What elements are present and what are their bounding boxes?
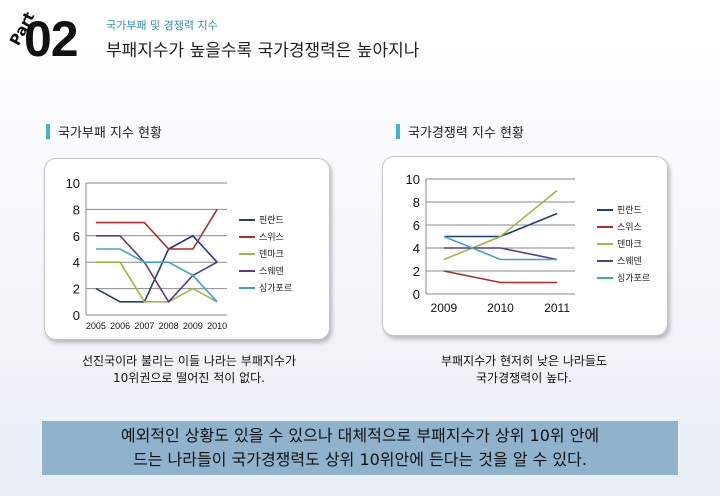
corruption-index-chart: 0 2 4 6 8 10 2005 2006 2007 2008 2009 2010 핀란드스위스덴마크… <box>66 176 293 331</box>
heading-bar-icon <box>396 124 400 139</box>
x-tick-label: 2010 <box>487 301 514 315</box>
series-line <box>443 270 558 284</box>
series-line <box>443 189 558 261</box>
x-tick-label: 2007 <box>134 321 154 331</box>
x-tick-label: 2010 <box>207 321 227 331</box>
legend-label: 덴마크 <box>259 249 284 260</box>
right-caption-line2: 국가경쟁력이 높다. <box>476 371 572 385</box>
series-line <box>443 235 558 261</box>
series-line <box>443 247 558 261</box>
y-tick-label: 2 <box>413 264 420 279</box>
x-tick-label: 2011 <box>544 301 570 315</box>
left-caption: 선진국이라 불리는 이들 나라는 부패지수가 10위권으로 떨어진 적이 없다. <box>44 353 334 387</box>
legend-label: 핀란드 <box>259 214 284 226</box>
right-heading-text: 국가경쟁력 지수 현황 <box>408 126 524 141</box>
series-line <box>95 235 218 304</box>
y-tick-label: 10 <box>406 172 420 187</box>
left-caption-line1: 선진국이라 불리는 이들 나라는 부패지수가 <box>82 354 296 368</box>
page-subtitle: 국가부패 및 경쟁력 지수 <box>106 19 218 32</box>
legend-label: 스웨덴 <box>617 255 642 267</box>
heading-bar-icon <box>46 124 50 139</box>
legend-label: 덴마크 <box>617 239 642 250</box>
series-line <box>95 261 218 303</box>
banner-line1: 예외적인 상황도 있을 수 있으나 대체적으로 부패지수가 상위 10위 안에 <box>120 426 600 445</box>
legend-label: 싱가포르 <box>259 283 292 294</box>
y-tick-label: 6 <box>413 218 420 233</box>
series-line <box>95 208 218 250</box>
x-tick-label: 2009 <box>183 321 203 331</box>
x-tick-label: 2009 <box>431 301 458 315</box>
y-tick-label: 8 <box>413 195 420 210</box>
right-caption: 부패지수가 현저히 낮은 나라들도 국가경쟁력이 높다. <box>382 353 666 387</box>
y-tick-label: 10 <box>66 176 80 191</box>
y-tick-label: 4 <box>73 255 80 270</box>
y-tick-label: 0 <box>413 287 420 302</box>
right-caption-line1: 부패지수가 현저히 낮은 나라들도 <box>440 354 607 368</box>
legend-label: 싱가포르 <box>617 273 650 284</box>
y-tick-label: 4 <box>413 241 420 256</box>
x-tick-label: 2008 <box>159 321 179 331</box>
left-caption-line2: 10위권으로 떨어진 적이 없다. <box>113 371 265 385</box>
series-line <box>95 248 218 303</box>
banner-line2: 드는 나라들이 국가경쟁력도 상위 10위안에 든다는 것을 알 수 있다. <box>133 450 587 469</box>
right-section-heading: 국가경쟁력 지수 현황 <box>396 122 524 141</box>
legend-label: 스위스 <box>617 222 642 233</box>
legend-label: 핀란드 <box>617 204 642 216</box>
legend-label: 스위스 <box>259 232 284 243</box>
left-section-heading: 국가부패 지수 현황 <box>46 122 162 141</box>
y-tick-label: 0 <box>73 308 80 323</box>
y-tick-label: 8 <box>73 202 80 217</box>
y-tick-label: 6 <box>73 229 80 244</box>
summary-banner: 예외적인 상황도 있을 수 있으나 대체적으로 부패지수가 상위 10위 안에 … <box>42 421 678 475</box>
left-heading-text: 국가부패 지수 현황 <box>58 126 162 141</box>
y-tick-label: 2 <box>73 282 80 297</box>
part-number: 02 <box>24 11 79 67</box>
series-line <box>95 234 218 303</box>
legend-label: 스웨덴 <box>259 265 284 277</box>
x-tick-label: 2005 <box>86 321 106 331</box>
x-tick-label: 2006 <box>110 321 130 331</box>
page-title: 부패지수가 높을수록 국가경쟁력은 높아지나 <box>106 41 420 61</box>
